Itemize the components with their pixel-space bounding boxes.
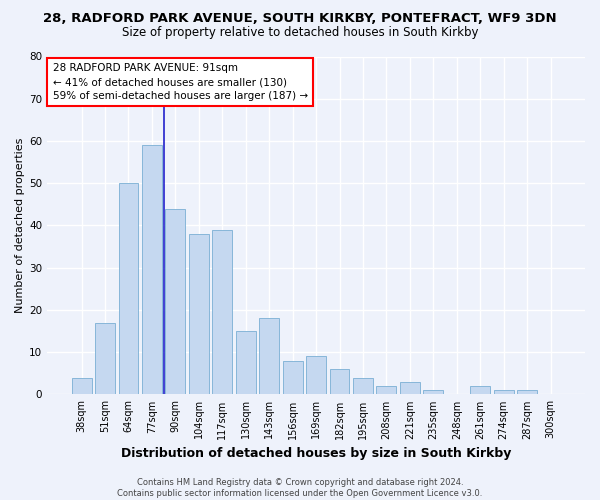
Bar [494, 390, 514, 394]
Text: Size of property relative to detached houses in South Kirkby: Size of property relative to detached ho… [122, 26, 478, 39]
Bar [424, 390, 443, 394]
X-axis label: Distribution of detached houses by size in South Kirkby: Distribution of detached houses by size … [121, 447, 511, 460]
Text: 28, RADFORD PARK AVENUE, SOUTH KIRKBY, PONTEFRACT, WF9 3DN: 28, RADFORD PARK AVENUE, SOUTH KIRKBY, P… [43, 12, 557, 26]
Bar [329, 369, 349, 394]
Text: 28 RADFORD PARK AVENUE: 91sqm
← 41% of detached houses are smaller (130)
59% of : 28 RADFORD PARK AVENUE: 91sqm ← 41% of d… [53, 64, 308, 102]
Bar [470, 386, 490, 394]
Bar [212, 230, 232, 394]
Bar [283, 360, 302, 394]
Bar [306, 356, 326, 395]
Bar [259, 318, 279, 394]
Bar [142, 145, 162, 394]
Bar [119, 183, 139, 394]
Bar [166, 208, 185, 394]
Bar [353, 378, 373, 394]
Bar [71, 378, 92, 394]
Bar [95, 322, 115, 394]
Bar [376, 386, 397, 394]
Y-axis label: Number of detached properties: Number of detached properties [15, 138, 25, 313]
Bar [189, 234, 209, 394]
Text: Contains HM Land Registry data © Crown copyright and database right 2024.
Contai: Contains HM Land Registry data © Crown c… [118, 478, 482, 498]
Bar [400, 382, 420, 394]
Bar [236, 331, 256, 394]
Bar [517, 390, 537, 394]
